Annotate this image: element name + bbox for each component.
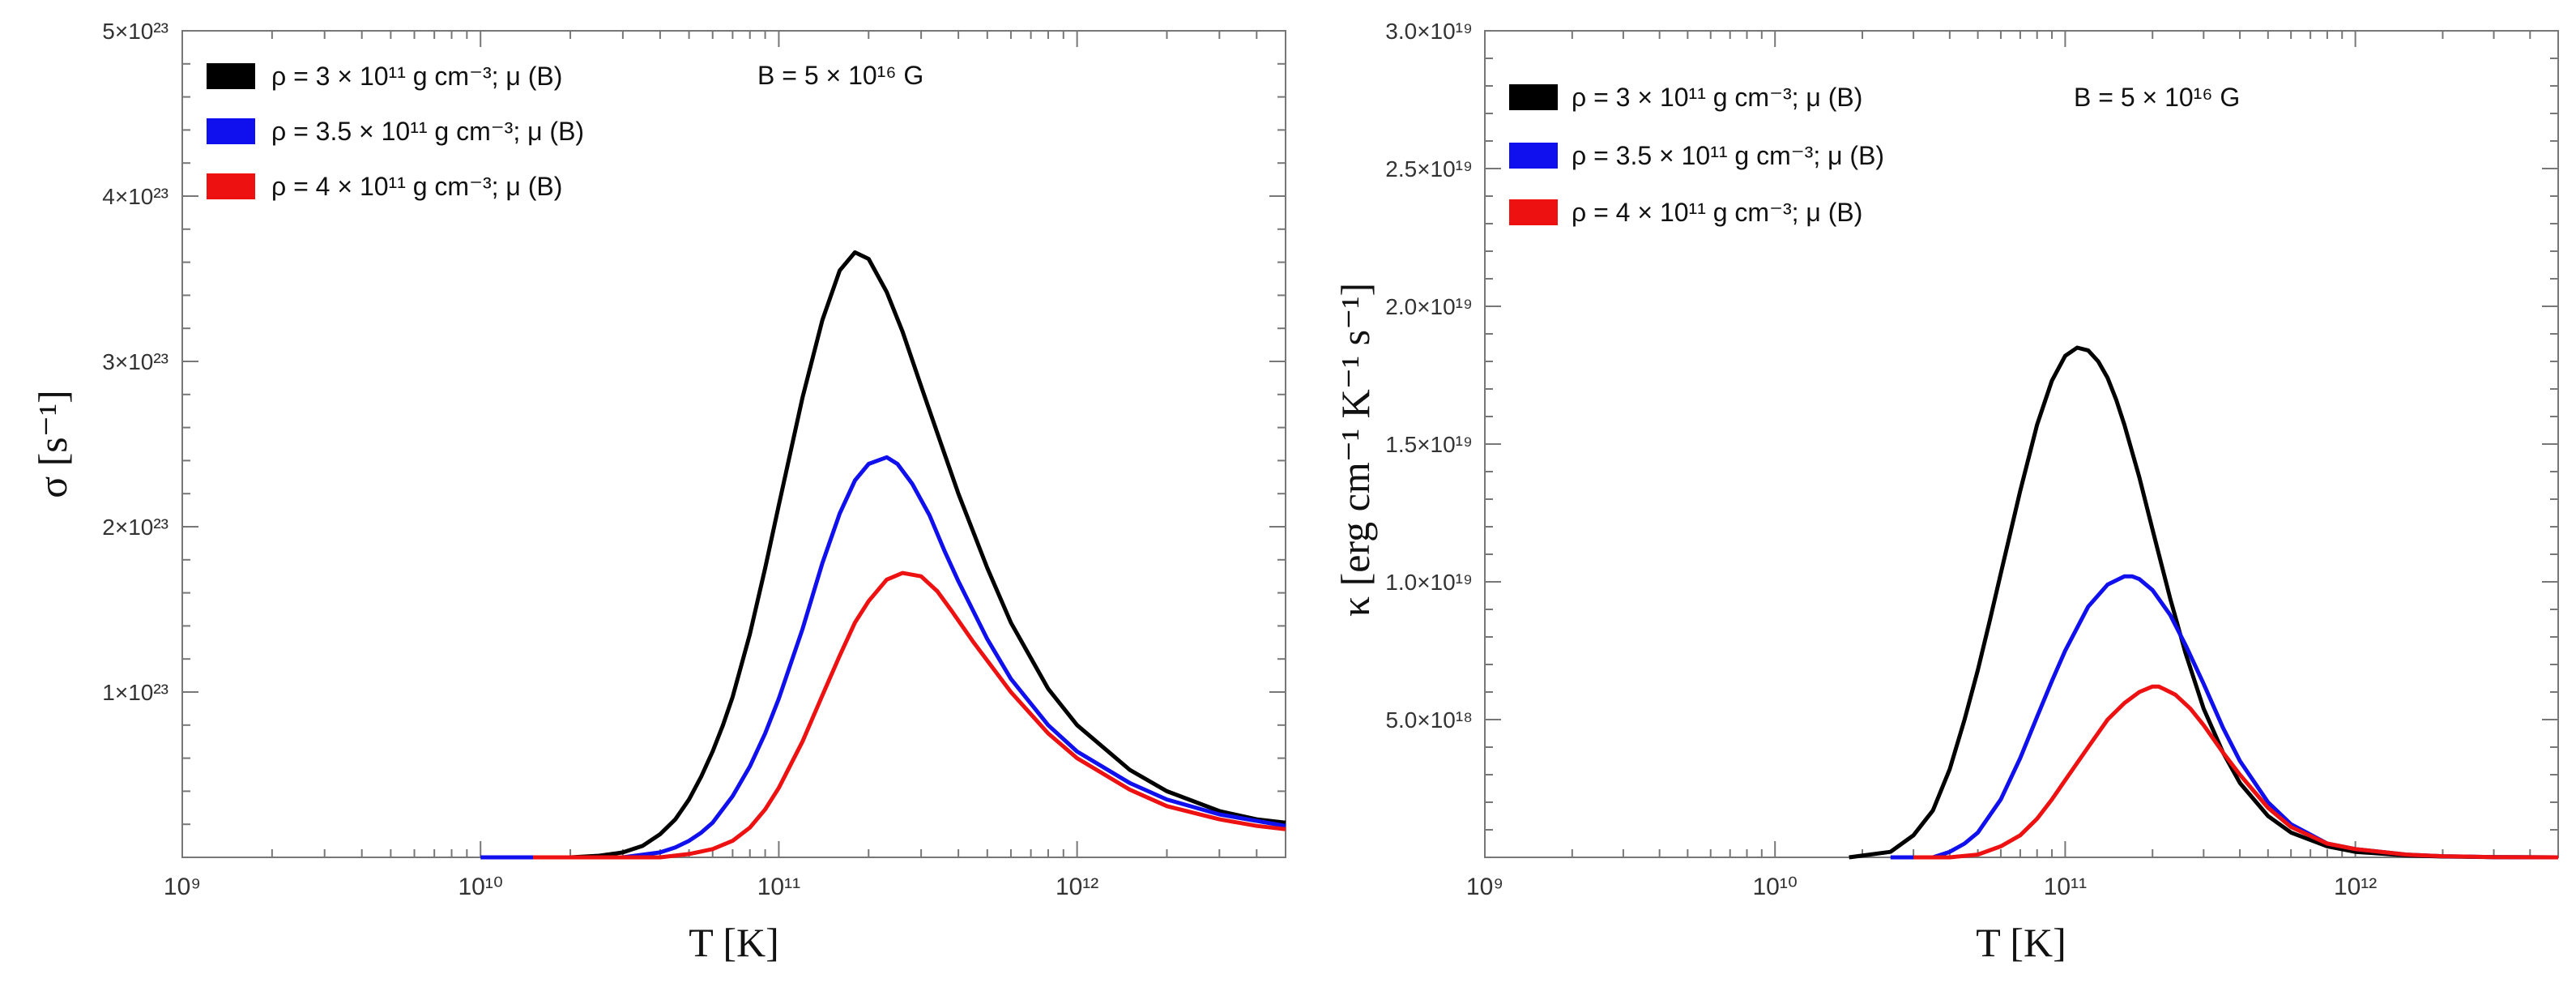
x-tick-label: 10¹¹ [757,874,800,900]
x-tick-label: 10¹⁰ [1753,874,1798,900]
x-tick-label: 10¹¹ [2044,874,2087,900]
chart-kappa: 10⁹ 10¹⁰ 10¹¹ 10¹² 5.0×10¹⁸ 1.0×10¹⁹ 1.5×10¹⁹ 2… [1333,19,2559,965]
axis-ticks: 10⁹ 10¹⁰ 10¹¹ 10¹² 1×10²³ 2×10²³ 3×10²³ 4×10²³ 5… [102,19,1286,900]
axis-ticks: 10⁹ 10¹⁰ 10¹¹ 10¹² 5.0×10¹⁸ 1.0×10¹⁹ 1.5×10¹⁹ 2… [1385,19,2559,900]
y-tick-label: 3.0×10¹⁹ [1385,19,1473,44]
series-layer [1849,345,2559,860]
y-tick-label: 2.0×10¹⁹ [1385,294,1473,319]
series-line-2 [533,570,1286,860]
y-tick-label: 5×10²³ [102,19,168,44]
legend-swatch-1 [207,118,255,144]
series-line-1 [480,455,1286,860]
series-line-0 [1849,345,2559,860]
legend-label-1: ρ = 3.5 × 10¹¹ g cm⁻³; μ (B) [271,117,584,146]
x-tick-label: 10¹² [1056,874,1098,900]
y-axis-label: κ [erg cm⁻¹ K⁻¹ s⁻¹] [1333,283,1378,617]
legend-label-1: ρ = 3.5 × 10¹¹ g cm⁻³; μ (B) [1572,141,1884,170]
field-annotation: B = 5 × 10¹⁶ G [2074,83,2240,112]
x-tick-label: 10⁹ [164,874,201,900]
chart-sigma: 10⁹ 10¹⁰ 10¹¹ 10¹² 1×10²³ 2×10²³ 3×10²³ 4×10²³ 5… [30,19,1286,965]
x-tick-label: 10¹⁰ [458,874,503,900]
y-tick-label: 5.0×10¹⁸ [1385,707,1473,733]
legend-label-0: ρ = 3 × 10¹¹ g cm⁻³; μ (B) [271,62,562,91]
legend-swatch-1 [1509,143,1558,169]
x-axis-label: T [K] [1976,920,2066,965]
legend-swatch-2 [207,173,255,199]
plot-frame [181,30,1286,858]
y-tick-label: 1.5×10¹⁹ [1385,432,1473,457]
legend-label-2: ρ = 4 × 10¹¹ g cm⁻³; μ (B) [1572,198,1862,227]
field-annotation: B = 5 × 10¹⁶ G [757,61,923,90]
y-tick-label: 4×10²³ [102,184,168,209]
legend: ρ = 3 × 10¹¹ g cm⁻³; μ (B) ρ = 3.5 × 10¹… [1509,83,1884,227]
y-tick-label: 2×10²³ [102,515,168,540]
legend-label-2: ρ = 4 × 10¹¹ g cm⁻³; μ (B) [271,172,562,201]
series-line-2 [1913,684,2559,860]
legend-swatch-2 [1509,199,1558,225]
y-tick-label: 2.5×10¹⁹ [1385,156,1473,182]
series-line-0 [569,250,1286,860]
x-tick-label: 10⁹ [1466,874,1503,900]
x-tick-label: 10¹² [2334,874,2377,900]
legend-swatch-0 [1509,84,1558,110]
y-tick-label: 1.0×10¹⁹ [1385,570,1473,595]
legend: ρ = 3 × 10¹¹ g cm⁻³; μ (B) ρ = 3.5 × 10¹… [207,62,584,201]
x-axis-label: T [K] [689,920,779,965]
series-layer [480,250,1286,860]
y-axis-label: σ [s⁻¹] [30,390,75,498]
legend-label-0: ρ = 3 × 10¹¹ g cm⁻³; μ (B) [1572,83,1862,112]
y-tick-label: 3×10²³ [102,349,168,374]
y-tick-label: 1×10²³ [102,680,168,705]
legend-swatch-0 [207,63,255,89]
